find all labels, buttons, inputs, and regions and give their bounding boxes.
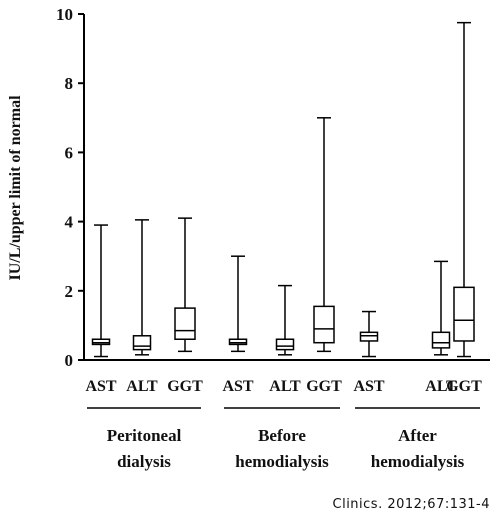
box-iqr [91, 338, 111, 346]
group-label-line: hemodialysis [371, 452, 465, 471]
box-iqr [132, 335, 152, 351]
box-iqr [359, 331, 379, 342]
x-label-ast: AST [85, 378, 116, 395]
y-tick-label: 10 [56, 5, 73, 24]
box-iqr [275, 338, 295, 351]
box-alt-2 [275, 284, 295, 356]
box-iqr [174, 307, 196, 340]
x-label-ggt: GGT [446, 378, 482, 395]
box-iqr [228, 338, 248, 346]
box-iqr [431, 331, 451, 349]
group-label-line: After [398, 426, 437, 445]
box-alt-3 [431, 260, 451, 356]
y-tick-label: 2 [65, 282, 74, 301]
group-label-line: Peritoneal [107, 426, 182, 445]
box-ggt-3 [453, 21, 475, 358]
x-label-alt: ALT [269, 378, 301, 395]
box-iqr [453, 286, 475, 342]
x-label-alt: ALT [425, 378, 457, 395]
x-label-ast: AST [222, 378, 253, 395]
citation: Clinics. 2012;67:131-4 [332, 497, 490, 512]
y-tick-label: 4 [65, 213, 74, 232]
group-label-line: Before [258, 426, 306, 445]
box-iqr [313, 305, 335, 344]
x-label-alt: ALT [126, 378, 158, 395]
box-ggt-1 [174, 217, 196, 353]
y-tick-label: 6 [65, 143, 74, 162]
group-label-line: dialysis [117, 452, 171, 471]
y-tick-label: 0 [65, 351, 74, 370]
y-axis-ticks: 0 2 4 6 8 10 [56, 5, 84, 370]
box-ggt-2 [313, 117, 335, 353]
box-ast-3 [359, 310, 379, 358]
axes [83, 14, 490, 361]
box-ast-1 [91, 224, 111, 358]
y-axis-title: IU/L/upper limit of normal [7, 95, 24, 281]
x-label-ggt: GGT [306, 378, 342, 395]
group-labels: Peritoneal dialysis Before hemodialysis Afte… [87, 407, 480, 471]
y-tick-label: 8 [65, 74, 74, 93]
x-label-ast: AST [353, 378, 384, 395]
box-alt-1 [132, 219, 152, 356]
boxes [91, 21, 475, 358]
box-ast-2 [228, 255, 248, 353]
x-label-ggt: GGT [167, 378, 203, 395]
group-label-line: hemodialysis [235, 452, 329, 471]
